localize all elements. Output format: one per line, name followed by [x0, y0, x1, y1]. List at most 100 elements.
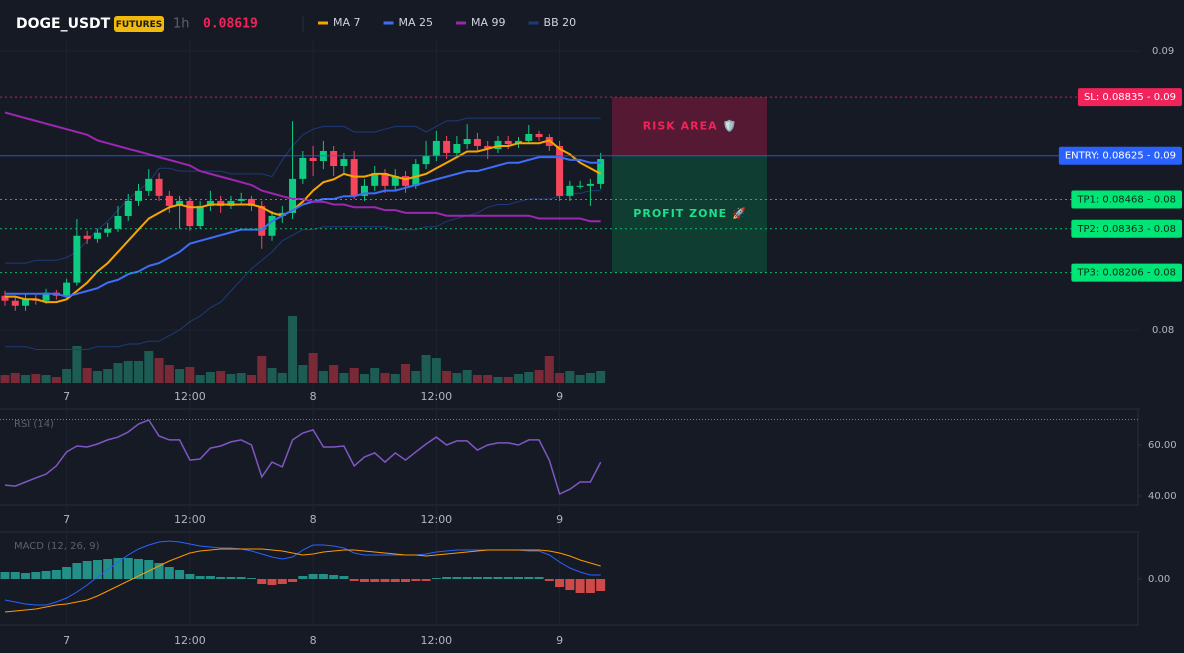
volume-bar	[534, 370, 544, 383]
rsi-title: RSI (14)	[14, 419, 54, 430]
x-tick-label: 8	[310, 390, 317, 403]
candle-body	[196, 205, 204, 227]
candle-body	[278, 212, 286, 216]
volume-bar	[154, 358, 164, 383]
volume-bar	[462, 370, 472, 383]
candle-body	[340, 159, 348, 167]
candle-body	[381, 173, 389, 186]
candle-body	[11, 300, 19, 306]
histogram-bar	[411, 579, 421, 581]
histogram-bar	[462, 577, 472, 579]
volume-bar	[565, 371, 575, 383]
histogram-bar	[401, 579, 411, 582]
bb-line	[5, 190, 601, 350]
histogram-bar	[431, 578, 441, 579]
histogram-bar	[92, 560, 102, 579]
histogram-bar	[308, 574, 318, 579]
histogram-bar	[246, 578, 256, 579]
level-label-bg	[1058, 146, 1182, 165]
rsi-line	[4, 419, 602, 496]
volume-bar	[514, 374, 523, 383]
ma-line	[4, 111, 601, 223]
candle-body	[104, 228, 112, 233]
x-tick-label: 12:00	[174, 513, 206, 526]
volume-bar	[493, 377, 503, 383]
histogram-bar	[236, 577, 246, 579]
histogram-bar	[10, 572, 20, 579]
volume-bar	[585, 373, 595, 383]
ma-line	[5, 139, 602, 304]
volume-bar	[575, 375, 585, 383]
histogram-bar	[339, 576, 349, 579]
candle-body	[484, 145, 492, 150]
level-label: SL: 0.08835 - 0.09	[1084, 92, 1176, 103]
histogram-bar	[596, 579, 606, 591]
histogram-bar	[154, 563, 164, 579]
histogram-bar	[195, 576, 205, 579]
volume-bar	[421, 355, 431, 383]
histogram-bar	[164, 567, 174, 579]
candle-body	[83, 235, 91, 239]
histogram-bar	[483, 577, 493, 579]
zone	[612, 155, 767, 273]
candle-body	[165, 195, 173, 206]
histogram-bar	[565, 579, 575, 590]
candle-body	[186, 200, 194, 227]
level-label: TP3: 0.08206 - 0.08	[1076, 268, 1176, 279]
volume-bar	[277, 373, 287, 383]
volume-bar	[175, 369, 185, 383]
candle-body	[93, 232, 101, 239]
candle-body	[597, 159, 605, 184]
histogram-bar	[31, 572, 41, 579]
candle-body	[566, 185, 574, 196]
candle-body	[360, 185, 368, 196]
candle-body	[227, 200, 235, 206]
candle-body	[309, 157, 317, 162]
volume-bar	[103, 369, 113, 383]
legend-label: MA 25	[399, 16, 434, 29]
histogram-bar	[359, 579, 369, 582]
histogram-bar	[380, 579, 390, 582]
volume-bar	[442, 371, 452, 383]
histogram-bar	[113, 558, 123, 579]
legend-label: BB 20	[544, 16, 577, 29]
x-tick-label: 8	[310, 513, 317, 526]
histogram-bar	[575, 579, 585, 593]
histogram-bar	[452, 577, 462, 579]
histogram-bar	[318, 574, 328, 579]
histogram-bar	[185, 574, 195, 579]
volume-bar	[246, 375, 256, 383]
histogram-bar	[349, 579, 359, 581]
y-tick-label: 0.08	[1152, 325, 1174, 336]
level-label: ENTRY: 0.08625 - 0.09	[1065, 151, 1176, 162]
x-tick-label: 9	[556, 634, 563, 647]
level-label-bg	[1071, 263, 1182, 282]
volume-bar	[226, 374, 236, 383]
histogram-bar	[216, 577, 226, 579]
histogram-bar	[472, 577, 482, 579]
y-tick-label: 0.00	[1148, 574, 1170, 585]
x-tick-label: 7	[63, 513, 70, 526]
candle-body	[114, 215, 122, 229]
histogram-bar	[226, 577, 236, 579]
zone-label: RISK AREA 🛡️	[643, 119, 737, 132]
candle-body	[463, 138, 471, 145]
histogram-bar	[329, 575, 339, 579]
x-tick-label: 12:00	[420, 634, 452, 647]
histogram-bar	[370, 579, 380, 582]
histogram-bar	[257, 579, 267, 584]
candle-body	[73, 235, 81, 283]
candle-body	[443, 140, 451, 153]
ma-line	[5, 156, 601, 298]
histogram-bar	[544, 579, 554, 581]
chart-title: DOGE_USDT	[16, 16, 111, 32]
volume-bar	[298, 365, 308, 383]
histogram-bar	[534, 577, 544, 579]
volume-bar	[195, 375, 205, 383]
volume-bar	[92, 371, 102, 383]
histogram-bar	[503, 577, 513, 579]
volume-bar	[483, 375, 493, 383]
candle-body	[586, 183, 594, 186]
volume-bar	[544, 356, 554, 383]
